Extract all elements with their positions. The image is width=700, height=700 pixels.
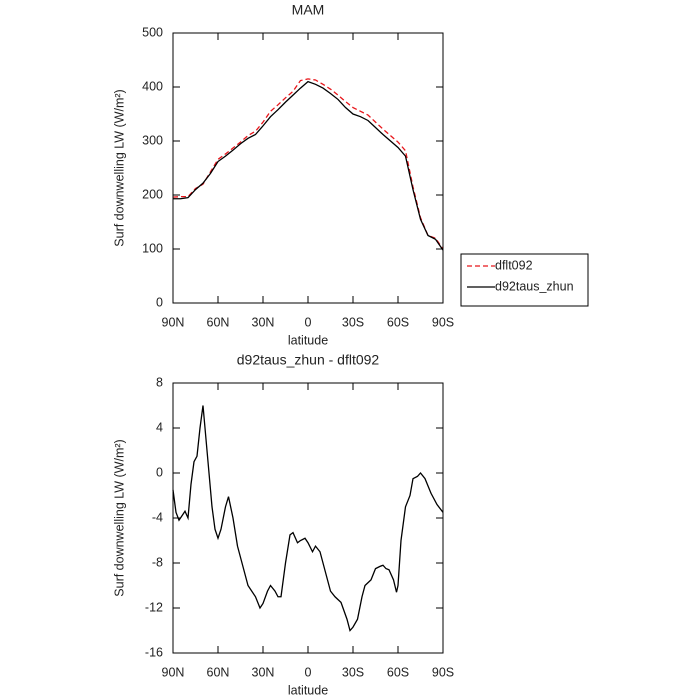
y-tick-label: 300 — [142, 133, 163, 147]
y-axis-label: Surf downwelling LW (W/m²) — [112, 89, 126, 246]
y-tick-label: 200 — [142, 187, 163, 201]
x-tick-label: 90S — [432, 315, 454, 329]
x-tick-label: 30N — [252, 665, 275, 679]
x-tick-label: 60N — [207, 315, 230, 329]
legend-label: dflt092 — [495, 258, 533, 272]
x-tick-label: 60N — [207, 665, 230, 679]
x-tick-label: 90N — [162, 315, 185, 329]
y-tick-label: 8 — [156, 375, 163, 389]
legend-box — [460, 253, 589, 307]
y-tick-label: 500 — [142, 25, 163, 39]
y-tick-label: 400 — [142, 79, 163, 93]
plot-frame — [172, 382, 444, 654]
y-tick-label: 100 — [142, 241, 163, 255]
x-tick-label: 90S — [432, 665, 454, 679]
line-series — [172, 405, 444, 632]
chart-title: d92taus_zhun - dflt092 — [237, 352, 380, 368]
x-tick-label: 0 — [305, 315, 312, 329]
y-tick-label: -8 — [152, 555, 163, 569]
line-series — [173, 80, 444, 251]
y-tick-label: 4 — [156, 420, 163, 434]
y-axis-label: Surf downwelling LW (W/m²) — [112, 439, 126, 596]
x-tick-label: 30S — [342, 665, 364, 679]
x-tick-label: 30N — [252, 315, 275, 329]
y-tick-label: -4 — [152, 510, 163, 524]
y-tick-label: -16 — [145, 645, 163, 659]
y-tick-label: 0 — [156, 465, 163, 479]
plot-frame — [172, 32, 444, 304]
chart-title: MAM — [292, 2, 325, 18]
x-tick-label: 90N — [162, 665, 185, 679]
line-series — [172, 78, 444, 250]
x-tick-label: 60S — [387, 315, 409, 329]
x-axis-label: latitude — [288, 333, 328, 347]
x-tick-label: 0 — [305, 665, 312, 679]
y-tick-label: 0 — [156, 295, 163, 309]
x-axis-label: latitude — [288, 683, 328, 697]
legend-label: d92taus_zhun — [495, 279, 574, 293]
x-tick-label: 30S — [342, 315, 364, 329]
x-tick-label: 60S — [387, 665, 409, 679]
y-tick-label: -12 — [145, 600, 163, 614]
